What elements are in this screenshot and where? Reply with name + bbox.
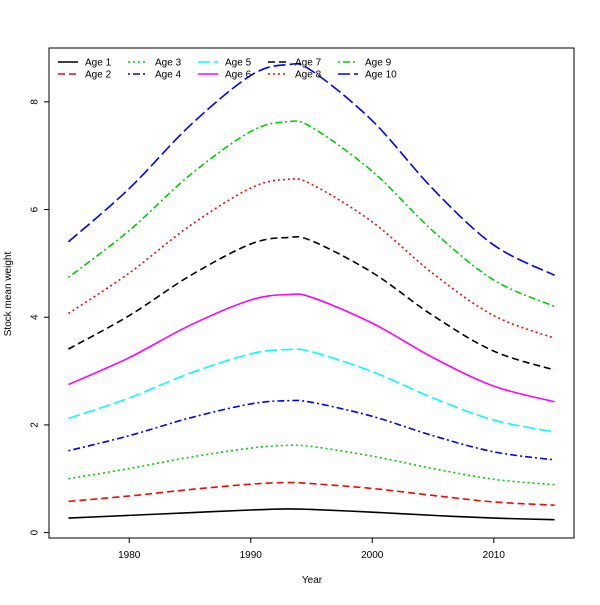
legend-label-6: Age 6 <box>225 70 252 81</box>
series-line-4 <box>68 399 555 461</box>
plot-frame <box>48 47 575 539</box>
y-tick-label: 2 <box>30 422 41 428</box>
series-line-5 <box>68 348 555 433</box>
y-tick-label: 4 <box>30 314 41 320</box>
legend-label-3: Age 3 <box>155 58 182 69</box>
legend-label-7: Age 7 <box>295 58 322 69</box>
series-line-10 <box>67 62 555 276</box>
legend-label-8: Age 8 <box>295 70 322 81</box>
x-tick-label: 1980 <box>118 550 141 561</box>
series-line-7 <box>68 235 555 371</box>
series-line-3 <box>68 444 555 486</box>
series-line-8 <box>67 177 555 339</box>
legend-label-10: Age 10 <box>365 70 397 81</box>
y-axis-title: Stock mean weight <box>3 252 14 337</box>
legend-label-9: Age 9 <box>365 58 392 69</box>
x-tick-label: 1990 <box>240 550 263 561</box>
y-tick-label: 6 <box>30 206 41 212</box>
x-axis-title: Year <box>302 575 323 586</box>
series-line-1 <box>68 508 555 521</box>
series-line-6 <box>68 293 555 403</box>
legend-label-4: Age 4 <box>155 70 182 81</box>
legend-label-5: Age 5 <box>225 58 252 69</box>
series-line-2 <box>68 481 555 506</box>
x-tick-label: 2010 <box>483 550 506 561</box>
x-tick-label: 2000 <box>361 550 384 561</box>
y-tick-label: 8 <box>30 99 41 105</box>
series-line-9 <box>67 120 555 308</box>
chart-axes: 1980 1990 2000 2010 0 2 4 6 8 <box>30 99 506 561</box>
legend-label-2: Age 2 <box>85 70 112 81</box>
y-tick-label: 0 <box>30 529 41 535</box>
chart-marks <box>67 62 555 521</box>
legend-label-1: Age 1 <box>85 58 112 69</box>
